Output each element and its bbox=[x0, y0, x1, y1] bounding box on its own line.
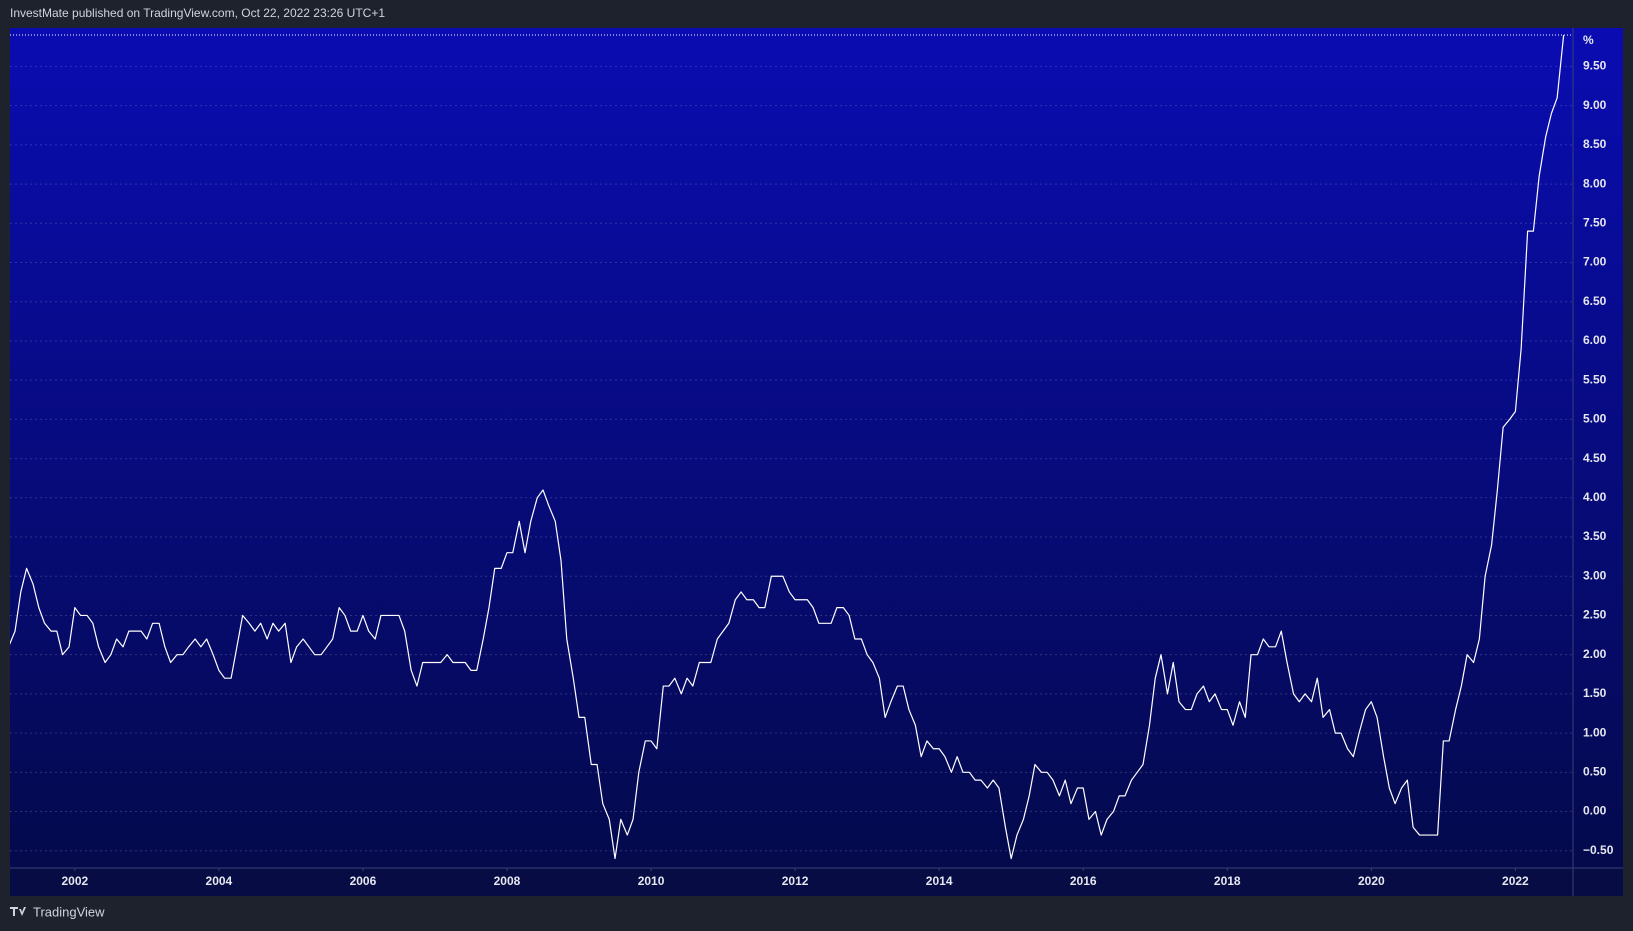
x-tick-label: 2010 bbox=[638, 874, 665, 888]
y-tick-label: 7.50 bbox=[1583, 215, 1607, 229]
footer-logo bbox=[10, 907, 26, 916]
y-tick-label: 0.50 bbox=[1583, 764, 1607, 778]
y-tick-label: 9.00 bbox=[1583, 98, 1607, 112]
x-tick-label: 2020 bbox=[1358, 874, 1385, 888]
y-tick-label: 5.50 bbox=[1583, 372, 1607, 386]
y-tick-label: 1.50 bbox=[1583, 686, 1607, 700]
x-tick-label: 2012 bbox=[782, 874, 809, 888]
y-tick-label: 0.00 bbox=[1583, 804, 1607, 818]
x-tick-label: 2008 bbox=[494, 874, 521, 888]
unit-label: % bbox=[1583, 33, 1594, 47]
y-tick-label: 4.50 bbox=[1583, 451, 1607, 465]
y-tick-label: 3.00 bbox=[1583, 568, 1607, 582]
x-tick-label: 2018 bbox=[1214, 874, 1241, 888]
y-tick-label: 8.00 bbox=[1583, 176, 1607, 190]
y-tick-label: 6.50 bbox=[1583, 294, 1607, 308]
plot-background bbox=[10, 28, 1623, 896]
time-axis-background bbox=[10, 868, 1623, 896]
y-tick-label: 4.00 bbox=[1583, 490, 1607, 504]
footer-brand: TradingView bbox=[33, 904, 105, 919]
y-tick-label: 6.00 bbox=[1583, 333, 1607, 347]
plot bbox=[10, 34, 1573, 860]
x-tick-label: 2002 bbox=[61, 874, 88, 888]
y-tick-label: 9.50 bbox=[1583, 59, 1607, 73]
y-tick-label: −0.50 bbox=[1583, 843, 1614, 857]
header: InvestMate published on TradingView.com,… bbox=[10, 6, 385, 20]
y-tick-label: 3.50 bbox=[1583, 529, 1607, 543]
x-tick-label: 2014 bbox=[926, 874, 953, 888]
y-tick-label: 2.00 bbox=[1583, 647, 1607, 661]
x-tick-label: 2016 bbox=[1070, 874, 1097, 888]
x-tick-label: 2006 bbox=[350, 874, 377, 888]
y-tick-label: 2.50 bbox=[1583, 608, 1607, 622]
x-tick-label: 2004 bbox=[206, 874, 233, 888]
y-tick-label: 1.00 bbox=[1583, 725, 1607, 739]
y-tick-label: 7.00 bbox=[1583, 255, 1607, 269]
y-tick-label: 5.00 bbox=[1583, 412, 1607, 426]
x-tick-label: 2022 bbox=[1502, 874, 1529, 888]
data-line bbox=[10, 34, 1565, 860]
y-tick-label: 8.50 bbox=[1583, 137, 1607, 151]
